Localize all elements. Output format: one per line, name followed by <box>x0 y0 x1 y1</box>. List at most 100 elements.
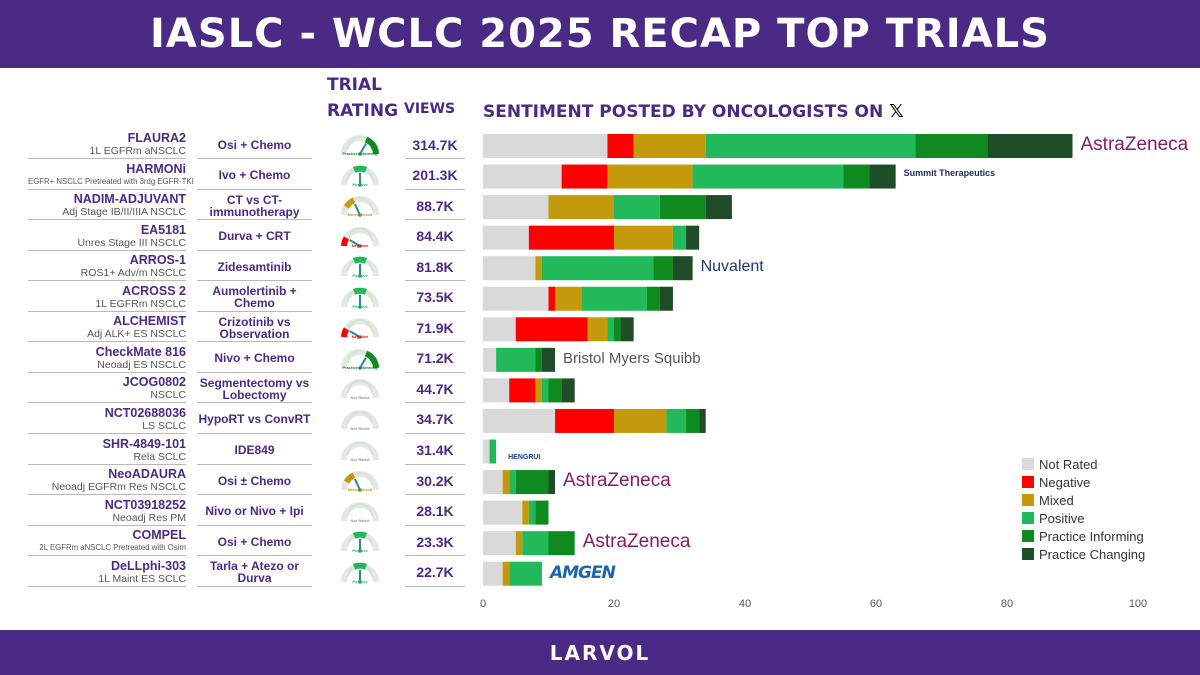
rating-gauge-icon: Negative <box>338 223 382 251</box>
views-cell: 314.7K <box>405 131 465 159</box>
trial-indication: Unres Stage III NSCLC <box>77 236 186 249</box>
regimen-cell: Nivo or Nivo + Ipi <box>197 498 312 526</box>
table-row: ARROS-1 ROS1+ Adv/m NSCLC Zidesamtinib Posi… <box>0 253 1200 284</box>
trial-views: 44.7K <box>416 380 454 397</box>
trial-views: 314.7K <box>412 136 458 153</box>
trial-name: NCT02688036 <box>104 405 186 420</box>
bar-segment-positive <box>541 378 549 403</box>
x-tick-label: 40 <box>739 598 751 610</box>
rating-gauge-label: Positive <box>352 578 368 584</box>
trial-indication: EGFR+ NSCLC Pretreated with 3rdg EGFR-TK… <box>28 176 194 186</box>
trial-indication: Neoadj ES NSCLC <box>97 358 186 371</box>
amgen-logo: AMGEN <box>549 562 616 583</box>
table-row: NCT02688036 LS SCLC HypoRT vs ConvRT Not Ra… <box>0 406 1200 437</box>
trial-name: DeLLphi-303 <box>110 558 186 573</box>
bar-segment-not-rated <box>483 225 529 250</box>
trial-name: EA5181 <box>140 222 186 237</box>
trial-indication: NSCLC <box>150 389 186 402</box>
trial-cell: NeoADAURA Neoadj EGFRm Res NSCLC <box>28 467 186 496</box>
astrazeneca-logo: AstraZeneca <box>1080 134 1189 155</box>
bar-segment-not-rated <box>483 317 516 342</box>
table-row: EA5181 Unres Stage III NSCLC Durva + CRT Ne… <box>0 223 1200 254</box>
trial-name: ALCHEMIST <box>113 314 186 329</box>
legend-label: Positive <box>1039 510 1085 526</box>
bar-segment-practice-changing <box>561 378 575 403</box>
bar-segment-positive <box>489 439 497 464</box>
views-cell: 88.7K <box>405 192 465 221</box>
trial-views: 34.7K <box>416 411 454 428</box>
trial-cell: SHR-4849-101 Rela SCLC <box>28 437 186 465</box>
bar-segment-practice-informing <box>535 500 549 525</box>
bar-segment-practice-informing <box>653 256 673 281</box>
trial-cell: NADIM-ADJUVANT Adj Stage IB/II/IIIA NSCLC <box>28 192 186 221</box>
rating-gauge-label: Not Rated <box>350 425 370 431</box>
bar-segment-positive <box>607 317 614 342</box>
bar-segment-positive <box>666 408 687 433</box>
trial-cell: COMPEL 2L EGFRm aNSCLC Pretreated with Os… <box>28 528 186 557</box>
views-cell: 44.7K <box>405 375 465 404</box>
regimen-cell: Ivo + Chemo <box>197 162 312 190</box>
bar-segment-not-rated <box>483 256 536 281</box>
legend-label: Negative <box>1039 474 1091 490</box>
legend-swatch <box>1022 476 1034 488</box>
bar-segment-not-rated <box>483 439 490 464</box>
regimen-cell: CT vs CT-immunotherapy <box>197 192 312 221</box>
views-cell: 81.8K <box>405 253 465 282</box>
regimen-cell: Nivo + Chemo <box>197 345 312 373</box>
bar-segment-negative <box>561 164 608 189</box>
rating-gauge-icon: Mixed Result <box>338 467 382 495</box>
table-row: NADIM-ADJUVANT Adj Stage IB/II/IIIA NSCLC… <box>0 192 1200 223</box>
bar-segment-positive <box>541 256 654 281</box>
rating-gauge-icon: Positive <box>338 253 382 281</box>
bar-segment-positive <box>496 347 536 372</box>
trial-views: 81.8K <box>416 258 454 275</box>
regimen-cell: IDE849 <box>197 437 312 465</box>
bar-segment-practice-informing <box>548 378 562 403</box>
rating-gauge-label: Mixed Result <box>347 487 373 493</box>
bar-segment-not-rated <box>483 561 503 586</box>
trial-regimen: Zidesamtinib <box>217 259 292 274</box>
bar-segment-practice-informing <box>659 195 706 220</box>
bar-segment-negative <box>548 286 556 311</box>
bar-segment-mixed <box>555 286 582 311</box>
bar-segment-practice-changing <box>686 225 700 250</box>
views-cell: 23.3K <box>405 528 465 557</box>
trial-cell: ALCHEMIST Adj ALK+ ES NSCLC <box>28 314 186 343</box>
bar-segment-practice-informing <box>646 286 660 311</box>
views-cell: 34.7K <box>405 406 465 434</box>
column-header-rating: RATING <box>327 101 399 121</box>
legend-item: Mixed <box>1022 491 1145 509</box>
bar-segment-mixed <box>535 256 542 281</box>
rating-gauge-icon: Positive <box>338 162 382 190</box>
bar-segment-negative <box>515 317 588 342</box>
hengrui-logo: HENGRUI <box>508 453 541 461</box>
trial-indication: 1L Maint ES SCLC <box>98 572 186 585</box>
trial-regimen: Crizotinib vs Observation <box>218 314 291 341</box>
rating-gauge-icon: Not Rated <box>338 437 382 465</box>
trial-indication: ROS1+ Adv/m NSCLC <box>80 267 186 280</box>
rating-gauge-label: Not Rated <box>350 456 370 462</box>
views-cell: 31.4K <box>405 437 465 465</box>
legend-swatch <box>1022 458 1034 470</box>
rating-gauge-icon: Positive <box>338 284 382 312</box>
trial-cell: ACROSS 2 1L EGFRm NSCLC <box>28 284 186 312</box>
bar-segment-mixed <box>515 531 523 556</box>
trial-views: 23.3K <box>416 533 454 550</box>
bar-segment-positive <box>705 134 916 158</box>
header-banner: IASLC - WCLC 2025 RECAP TOP TRIALS <box>0 0 1200 68</box>
trial-views: 88.7K <box>416 197 454 214</box>
bar-segment-positive <box>522 531 549 556</box>
views-cell: 71.2K <box>405 345 465 373</box>
bar-segment-not-rated <box>483 378 510 403</box>
bar-segment-practice-changing <box>987 134 1073 158</box>
bar-segment-mixed <box>522 500 529 525</box>
bar-segment-mixed <box>633 134 706 158</box>
legend-label: Practice Informing <box>1039 528 1144 544</box>
trial-indication: Neoadj Res PM <box>112 511 186 524</box>
bar-segment-practice-informing <box>535 347 542 372</box>
legend-swatch <box>1022 512 1034 524</box>
trial-regimen: CT vs CT-immunotherapy <box>209 192 300 219</box>
legend-item: Practice Informing <box>1022 527 1145 545</box>
trial-name: ARROS-1 <box>129 253 186 268</box>
legend-label: Mixed <box>1039 492 1074 508</box>
